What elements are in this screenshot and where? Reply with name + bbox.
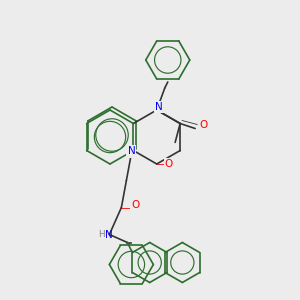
- Text: O: O: [131, 200, 140, 209]
- Text: O: O: [165, 159, 173, 169]
- Text: N: N: [155, 102, 163, 112]
- Text: N: N: [104, 230, 112, 239]
- Text: O: O: [199, 121, 207, 130]
- Text: H: H: [98, 230, 105, 239]
- Text: N: N: [128, 146, 135, 157]
